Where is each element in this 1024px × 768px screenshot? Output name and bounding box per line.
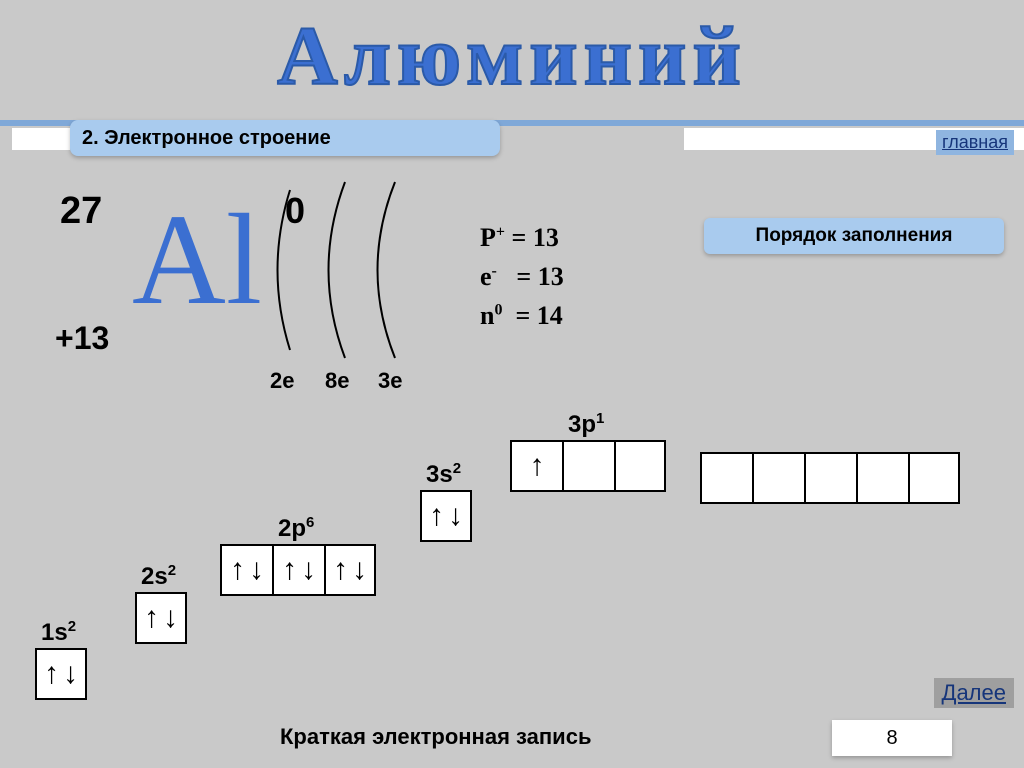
arrow-up-icon bbox=[44, 659, 59, 689]
shell-1-label: 2e bbox=[270, 368, 294, 394]
orbital-cell bbox=[752, 452, 804, 504]
orbital-cell bbox=[510, 440, 562, 492]
atomic-number: +13 bbox=[55, 320, 109, 357]
shell-2-label: 8e bbox=[325, 368, 349, 394]
arrow-up-icon bbox=[230, 555, 245, 585]
arrow-down-icon bbox=[249, 555, 264, 585]
orbital-extra bbox=[700, 452, 960, 504]
neutron-row: n0 = 14 bbox=[480, 296, 564, 335]
orbital-cell bbox=[856, 452, 908, 504]
orbital-cell bbox=[220, 544, 272, 596]
electron-row: e- = 13 bbox=[480, 257, 564, 296]
arrow-up-icon bbox=[144, 603, 159, 633]
shell-3-label: 3e bbox=[378, 368, 402, 394]
electron-arrows bbox=[530, 451, 545, 481]
page-number-box: 8 bbox=[832, 720, 952, 756]
electron-arrows bbox=[144, 603, 178, 633]
arrow-down-icon bbox=[163, 603, 178, 633]
arrow-up-icon bbox=[333, 555, 348, 585]
orbital-label: 3s2 bbox=[426, 460, 461, 489]
cell-row bbox=[510, 440, 666, 492]
main-link[interactable]: главная bbox=[936, 130, 1014, 155]
electron-arrows bbox=[333, 555, 367, 585]
caption: Краткая электронная запись bbox=[280, 724, 591, 750]
mass-number: 27 bbox=[60, 190, 102, 233]
arrow-down-icon bbox=[301, 555, 316, 585]
arrow-down-icon bbox=[63, 659, 78, 689]
orbital-cell bbox=[324, 544, 376, 596]
electron-arrows bbox=[44, 659, 78, 689]
electron-arrows bbox=[230, 555, 264, 585]
orbital-cell bbox=[35, 648, 87, 700]
orbital-1s: 1s2 bbox=[35, 648, 87, 700]
cell-row bbox=[135, 592, 187, 644]
cell-row bbox=[700, 452, 960, 504]
orbital-label: 3p1 bbox=[568, 410, 604, 439]
next-link[interactable]: Далее bbox=[934, 678, 1014, 708]
section-label: 2. Электронное строение bbox=[82, 127, 331, 150]
orbital-cell bbox=[804, 452, 856, 504]
element-symbol: Al bbox=[132, 185, 262, 335]
fill-order-button[interactable]: Порядок заполнения bbox=[704, 218, 1004, 254]
orbital-2p: 2p6 bbox=[220, 544, 376, 596]
orbital-label: 2s2 bbox=[141, 562, 176, 591]
orbital-2s: 2s2 bbox=[135, 592, 187, 644]
cell-row bbox=[35, 648, 87, 700]
cell-row bbox=[220, 544, 376, 596]
proton-row: P+ = 13 bbox=[480, 218, 564, 257]
orbital-3p: 3p1 bbox=[510, 440, 666, 492]
arrow-up-icon bbox=[282, 555, 297, 585]
electron-arrows bbox=[282, 555, 316, 585]
orbital-diagram: 1s2 2s2 2p6 3s2 3p1 bbox=[20, 400, 1000, 710]
orbital-cell bbox=[562, 440, 614, 492]
orbital-cell bbox=[420, 490, 472, 542]
arrow-up-icon bbox=[429, 501, 444, 531]
electron-arrows bbox=[429, 501, 463, 531]
orbital-cell bbox=[614, 440, 666, 492]
orbital-label: 2p6 bbox=[278, 514, 314, 543]
slide: Алюминий 2. Электронное строение главная… bbox=[0, 0, 1024, 768]
electron-shells-icon bbox=[260, 180, 460, 360]
page-title: Алюминий bbox=[0, 8, 1024, 105]
page-number: 8 bbox=[886, 727, 897, 750]
orbital-3s: 3s2 bbox=[420, 490, 472, 542]
arrow-up-icon bbox=[530, 451, 545, 481]
orbital-cell bbox=[135, 592, 187, 644]
section-tab: 2. Электронное строение bbox=[70, 120, 500, 156]
orbital-cell bbox=[272, 544, 324, 596]
orbital-cell bbox=[908, 452, 960, 504]
particle-counts: P+ = 13 e- = 13 n0 = 14 bbox=[480, 218, 564, 335]
divider-gap-left bbox=[12, 128, 70, 150]
arrow-down-icon bbox=[352, 555, 367, 585]
orbital-cell bbox=[700, 452, 752, 504]
cell-row bbox=[420, 490, 472, 542]
orbital-label: 1s2 bbox=[41, 618, 76, 647]
arrow-down-icon bbox=[448, 501, 463, 531]
